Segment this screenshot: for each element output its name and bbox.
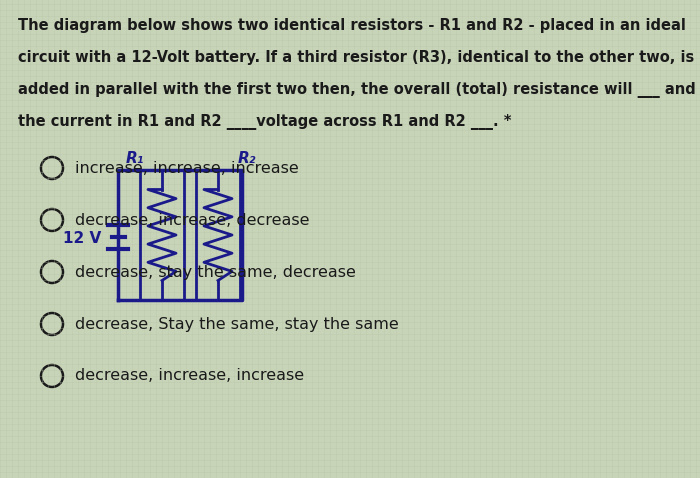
Text: the current in R1 and R2 ____voltage across R1 and R2 ___. *: the current in R1 and R2 ____voltage acr… [18, 114, 512, 130]
Text: 12 V: 12 V [63, 230, 101, 246]
Text: decrease, increase, decrease: decrease, increase, decrease [75, 213, 309, 228]
Text: circuit with a 12-Volt battery. If a third resistor (R3), identical to the other: circuit with a 12-Volt battery. If a thi… [18, 50, 694, 65]
Text: increase, increase, increase: increase, increase, increase [75, 161, 299, 175]
Text: R₁: R₁ [125, 151, 144, 166]
Text: decrease, increase, increase: decrease, increase, increase [75, 369, 304, 383]
Text: decrease, stay the same, decrease: decrease, stay the same, decrease [75, 264, 356, 280]
Text: R₂: R₂ [238, 151, 256, 166]
Text: added in parallel with the first two then, the overall (total) resistance will _: added in parallel with the first two the… [18, 82, 696, 98]
Text: The diagram below shows two identical resistors - R1 and R2 - placed in an ideal: The diagram below shows two identical re… [18, 18, 686, 33]
Text: decrease, Stay the same, stay the same: decrease, Stay the same, stay the same [75, 316, 399, 332]
